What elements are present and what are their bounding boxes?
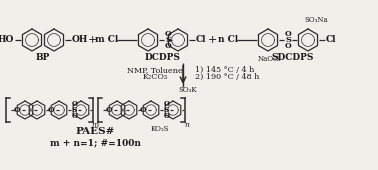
Text: O: O: [71, 100, 77, 108]
Text: O: O: [14, 106, 21, 114]
Text: BP: BP: [36, 53, 50, 62]
Text: K₂CO₃: K₂CO₃: [143, 73, 167, 81]
Text: 1) 145 °C / 4 h: 1) 145 °C / 4 h: [195, 66, 254, 74]
Text: SO₃K: SO₃K: [179, 86, 197, 94]
Text: m: m: [91, 121, 99, 129]
Text: S: S: [164, 106, 169, 114]
Text: Cl: Cl: [196, 36, 206, 45]
Text: O: O: [164, 112, 169, 120]
Text: Cl: Cl: [326, 36, 336, 45]
Text: O: O: [165, 30, 171, 38]
Text: S: S: [285, 36, 291, 44]
Text: O: O: [285, 41, 291, 49]
Text: O: O: [71, 112, 77, 120]
Text: O: O: [140, 106, 147, 114]
Text: KO₃S: KO₃S: [151, 125, 169, 133]
Text: m + n=1; #=100n: m + n=1; #=100n: [50, 139, 141, 148]
Text: PAES#: PAES#: [76, 128, 115, 137]
Text: SDCDPS: SDCDPS: [272, 53, 314, 62]
Text: DCDPS: DCDPS: [145, 53, 181, 62]
Text: O: O: [106, 106, 113, 114]
Text: O: O: [165, 41, 171, 49]
Text: n: n: [184, 121, 189, 129]
Text: NMP, Toluene: NMP, Toluene: [127, 66, 183, 74]
Text: m Cl: m Cl: [95, 36, 119, 45]
Text: S: S: [72, 106, 77, 114]
Text: O: O: [285, 30, 291, 38]
Text: +: +: [87, 35, 97, 45]
Text: HO: HO: [0, 36, 14, 45]
Text: O: O: [48, 106, 55, 114]
Text: NaO₃S: NaO₃S: [258, 55, 282, 63]
Text: O: O: [164, 100, 169, 108]
Text: OH: OH: [72, 36, 88, 45]
Text: S: S: [165, 36, 171, 44]
Text: +: +: [207, 35, 217, 45]
Text: SO₃Na: SO₃Na: [304, 16, 328, 24]
Text: n Cl: n Cl: [218, 36, 238, 45]
Text: 2) 190 °C / 48 h: 2) 190 °C / 48 h: [195, 73, 259, 81]
